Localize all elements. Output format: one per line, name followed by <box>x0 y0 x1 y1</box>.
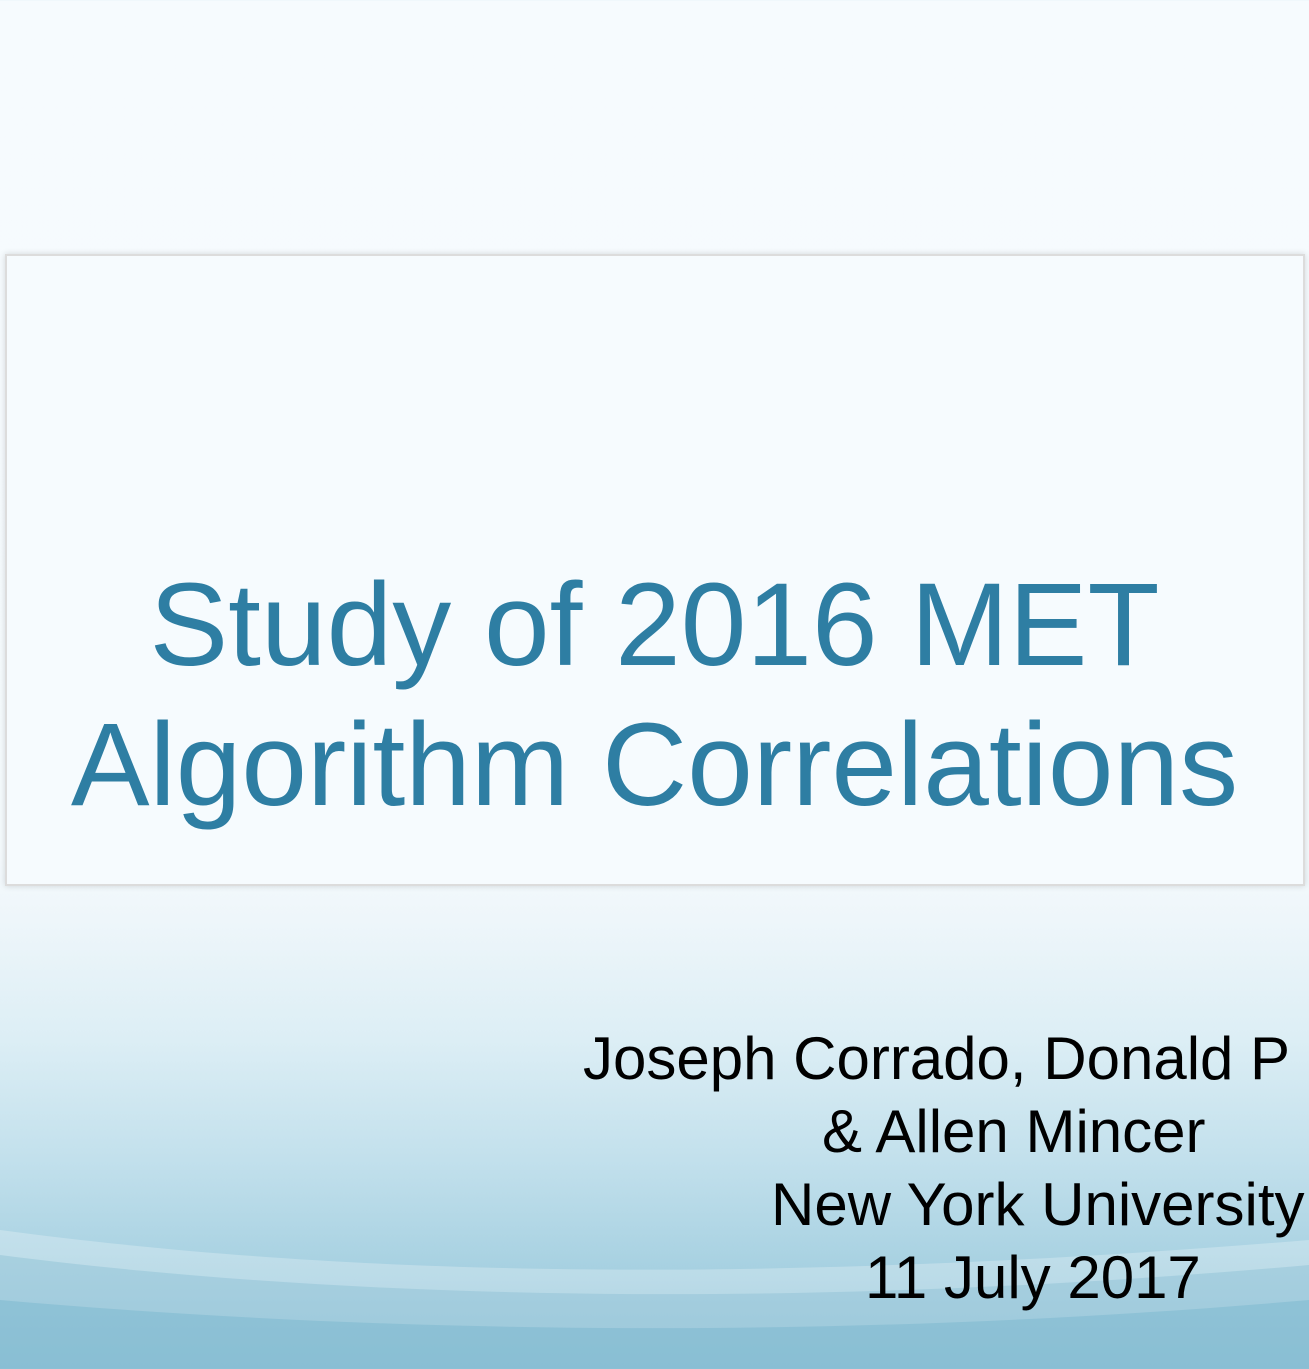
authors-line: Joseph Corrado, Donald P <box>583 1025 1291 1092</box>
slide-title-line-1: Study of 2016 MET <box>149 559 1160 691</box>
institution-line: New York University <box>771 1171 1305 1238</box>
slide-title: Study of 2016 MET Algorithm Correlations <box>0 555 1309 835</box>
date-line: 11 July 2017 <box>865 1244 1201 1311</box>
title-placeholder-frame <box>5 254 1305 886</box>
slide-title-line-2: Algorithm Correlations <box>70 699 1239 831</box>
slide-subtitle: Joseph Corrado, Donald P & Allen Mincer … <box>583 1022 1309 1314</box>
authors-line-continued: & Allen Mincer <box>822 1098 1206 1165</box>
